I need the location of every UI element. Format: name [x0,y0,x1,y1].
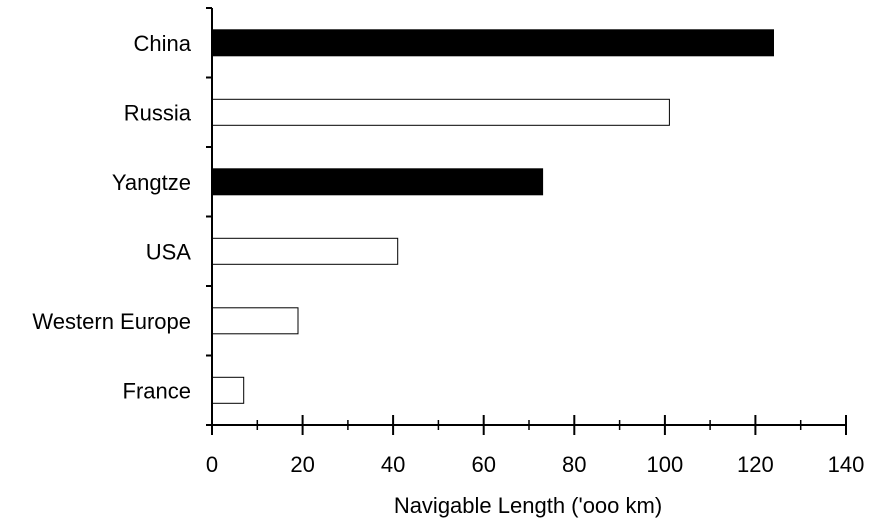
x-tick-label-40: 40 [381,452,405,477]
bar-russia [211,98,670,126]
x-tick-label-80: 80 [562,452,586,477]
x-tick-label-100: 100 [647,452,684,477]
bar-china [211,29,774,57]
axes [206,7,847,435]
y-tick-label-france: France [123,378,191,403]
y-tick-label-russia: Russia [124,100,192,125]
bar-usa [211,237,399,265]
y-tick-label-western-europe: Western Europe [32,309,191,334]
bar-yangtze [211,168,544,196]
bar-france [211,376,245,404]
bar-western-europe [211,307,299,335]
y-tick-label-usa: USA [146,239,192,264]
y-tick-label-yangtze: Yangtze [112,170,191,195]
x-axis-title: Navigable Length ('ooo km) [394,493,662,518]
x-tick-label-0: 0 [206,452,218,477]
x-tick-label-60: 60 [471,452,495,477]
labels-layer: China Russia Yangtze USA Western Europe Franc… [32,31,864,477]
x-tick-label-20: 20 [290,452,314,477]
bars-layer [211,29,774,404]
y-tick-label-china: China [134,31,192,56]
x-tick-label-140: 140 [828,452,865,477]
x-tick-label-120: 120 [737,452,774,477]
